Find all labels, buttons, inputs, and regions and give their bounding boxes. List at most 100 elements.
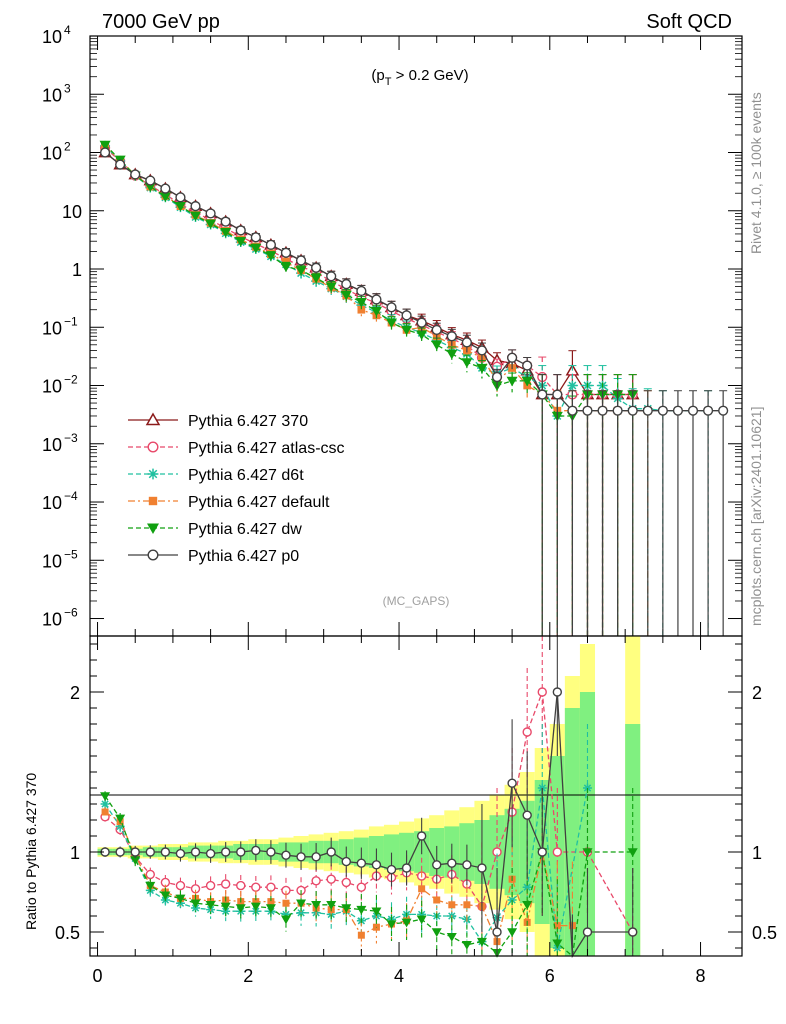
marker-circle (702, 405, 714, 416)
ratio-panel-frame (89, 635, 743, 957)
marker-circle (507, 352, 518, 363)
marker-square (101, 808, 109, 816)
marker-triangle-down (160, 891, 171, 901)
series-line (104, 151, 724, 412)
marker-square (252, 898, 260, 906)
y-tick-exponent: 4 (64, 23, 71, 37)
marker-triangle-down (416, 330, 428, 341)
marker-circle (311, 852, 321, 862)
marker-circle (461, 337, 472, 348)
marker-circle (401, 310, 412, 321)
marker-triangle-down (205, 219, 217, 230)
y-tick-label: 10 (42, 493, 62, 513)
ratio-y-tick-label-right: 2 (752, 683, 762, 703)
marker-circle (205, 208, 216, 219)
marker-circle (115, 159, 126, 170)
marker-circle (612, 405, 623, 416)
series-pythia-6-427-default (101, 143, 652, 636)
main-panel-frame (89, 35, 743, 637)
marker-triangle (145, 412, 161, 426)
legend-label: Pythia 6.427 dw (188, 521, 302, 538)
marker-triangle-down (235, 904, 246, 913)
x-tick-label: 2 (243, 966, 253, 986)
marker-triangle-down (190, 211, 202, 222)
marker-circle (687, 405, 699, 416)
marker-triangle-down (295, 266, 307, 276)
marker-triangle-down (220, 902, 231, 912)
series-pythia-6-427-p0 (99, 147, 729, 636)
marker-circle (718, 405, 729, 416)
marker-triangle-down (386, 318, 398, 329)
marker-circle (492, 927, 502, 937)
marker-circle (175, 192, 186, 203)
marker-triangle-down (144, 182, 156, 193)
marker-triangle-down (250, 902, 261, 912)
legend-label: Pythia 6.427 370 (188, 413, 308, 430)
marker-triangle-down (265, 904, 276, 913)
marker-circle (371, 860, 382, 870)
marker-triangle-down (205, 901, 216, 910)
marker-square (267, 898, 275, 906)
marker-circle (130, 169, 141, 180)
ratio-y-tick-label: 2 (70, 683, 80, 703)
marker-circle (250, 232, 261, 243)
legend-label: Pythia 6.427 default (188, 494, 330, 511)
legend-label: Pythia 6.427 p0 (188, 548, 299, 565)
marker-circle (522, 727, 532, 737)
marker-triangle-down (99, 140, 111, 151)
marker-star (281, 909, 291, 919)
marker-triangle-down (280, 262, 292, 273)
marker-square (463, 901, 471, 909)
marker-circle (235, 225, 246, 236)
marker-triangle-down (476, 937, 487, 947)
marker-triangle-down (147, 523, 159, 534)
ratio-series-pythia-6-427-dw (100, 788, 638, 958)
marker-square (357, 931, 365, 939)
legend-item: Pythia 6.427 370 (128, 412, 308, 430)
marker-circle (130, 847, 140, 857)
marker-circle (326, 874, 336, 884)
marker-circle (628, 927, 638, 937)
header-left-label: 7000 GeV pp (102, 11, 220, 33)
y-tick-exponent: 3 (64, 81, 71, 95)
marker-circle (326, 271, 337, 282)
marker-circle (341, 279, 352, 290)
legend-label: Pythia 6.427 d6t (188, 467, 304, 484)
marker-circle (537, 847, 547, 857)
marker-circle (672, 405, 684, 416)
marker-circle (386, 864, 397, 875)
y-tick-label: 10 (42, 85, 62, 105)
ratio-panel: 0.5 0.5 1 1 2 2 0 2 4 6 8 Ratio to Pythia 6.427 37… (23, 635, 777, 986)
marker-triangle-down (401, 918, 412, 928)
ratio-y-tick-label-right: 1 (752, 843, 762, 863)
marker-circle (356, 882, 367, 892)
y-tick-exponent: −6 (64, 606, 78, 620)
ratio-line (104, 795, 633, 958)
marker-circle (522, 810, 532, 820)
marker-circle (416, 831, 427, 841)
marker-triangle-down (130, 856, 141, 865)
legend: Pythia 6.427 370 Pythia 6.427 atlas-csc Py… (128, 412, 345, 565)
marker-circle (99, 147, 111, 158)
marker-circle (236, 847, 246, 857)
marker-triangle-down (340, 290, 352, 301)
marker-triangle-down (401, 325, 413, 336)
marker-circle (522, 360, 533, 371)
ratio-series-pythia-6-427-p0 (100, 636, 638, 959)
marker-triangle-down (296, 899, 307, 909)
marker-circle (175, 880, 186, 891)
ratio-series-group (100, 636, 638, 959)
legend-item: Pythia 6.427 atlas-csc (128, 440, 345, 457)
marker-triangle-down (582, 848, 593, 857)
marker-square (282, 899, 290, 907)
series-line (104, 151, 633, 396)
y-tick-exponent: 2 (64, 140, 71, 154)
marker-triangle-down (507, 928, 518, 937)
marker-circle (657, 405, 668, 416)
marker-star (567, 380, 578, 391)
marker-circle (356, 285, 367, 297)
marker-triangle-down (159, 192, 171, 203)
y-tick-label: 10 (42, 318, 62, 338)
marker-triangle-down (386, 920, 397, 929)
